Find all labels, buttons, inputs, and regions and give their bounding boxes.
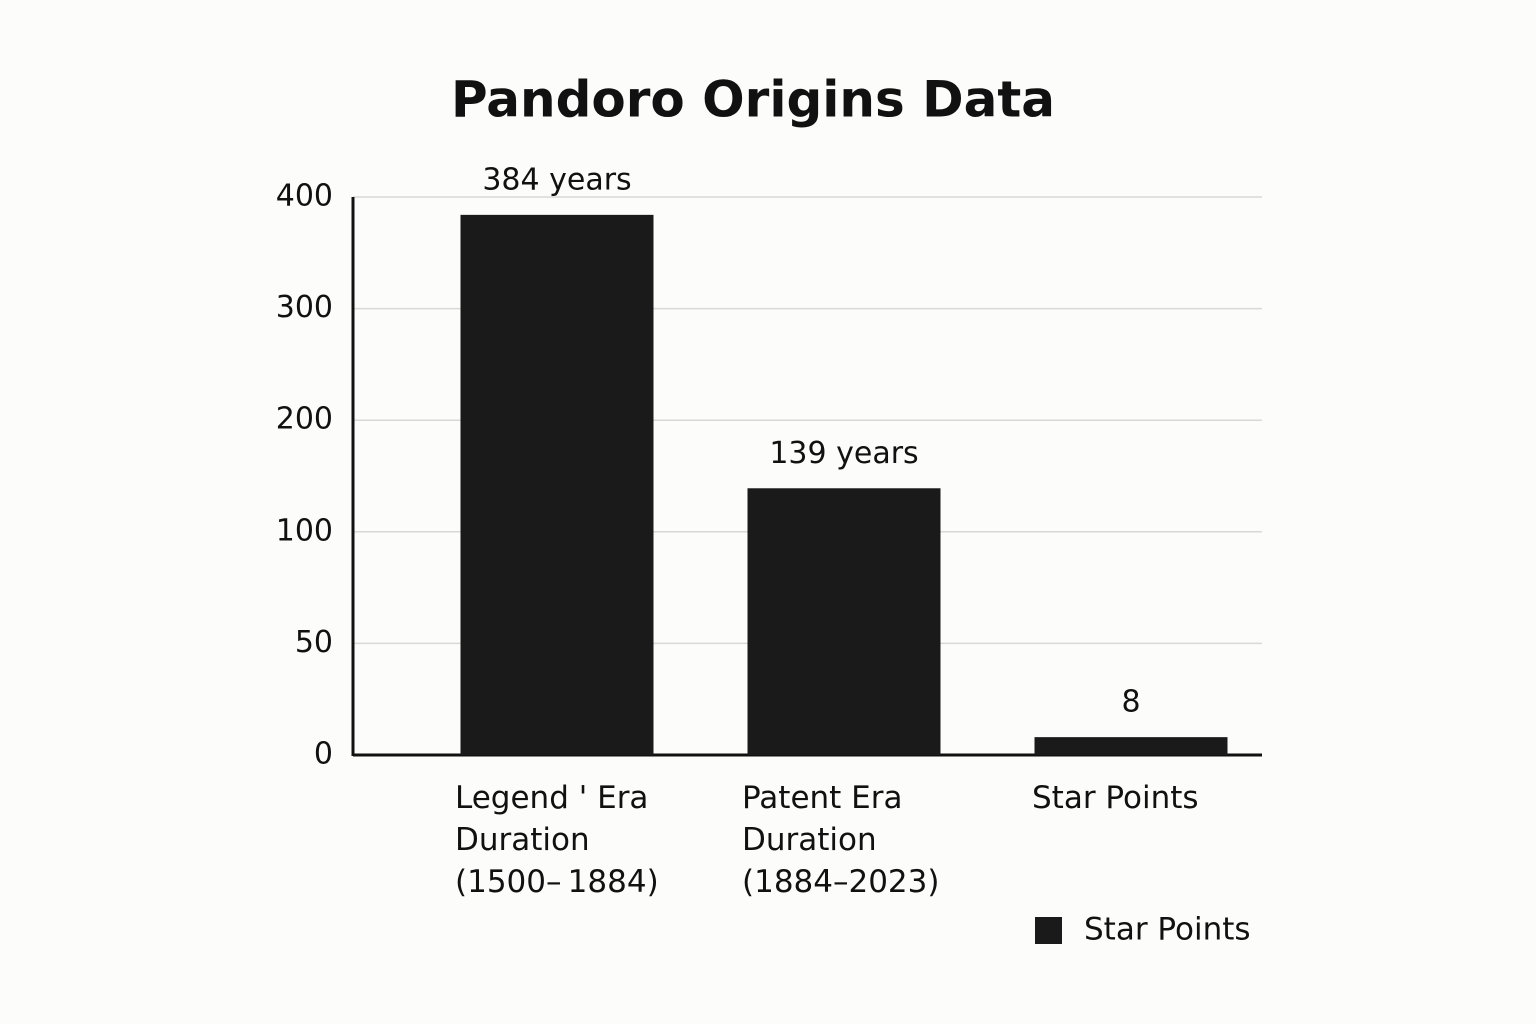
x-tick-label: Legend ' Era Duration (1500– 1884) <box>455 780 659 900</box>
y-tick-label: 200 <box>276 402 333 437</box>
y-tick-label: 100 <box>276 513 333 548</box>
chart-title: Pandoro Origins Data <box>451 71 1055 129</box>
x-tick-label: Star Points <box>1032 780 1199 816</box>
y-tick-label: 0 <box>314 737 333 772</box>
bar <box>747 488 941 755</box>
value-label: 384 years <box>482 162 631 197</box>
value-label: 139 years <box>769 436 918 471</box>
y-tick-label: 400 <box>276 179 333 214</box>
y-tick-label: 300 <box>276 290 333 325</box>
legend-label: Star Points <box>1084 912 1251 948</box>
value-label: 8 <box>1121 685 1140 720</box>
legend-swatch <box>1035 917 1062 944</box>
x-tick-label: Patent Era Duration (1884–2023) <box>742 780 940 900</box>
bar <box>1034 737 1228 755</box>
y-tick-label: 50 <box>295 625 333 660</box>
bar <box>460 214 654 755</box>
